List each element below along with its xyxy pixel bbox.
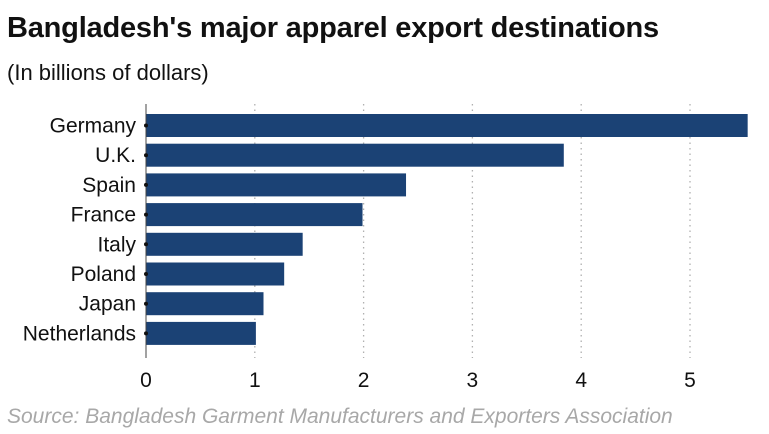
bar — [146, 173, 407, 197]
y-axis — [144, 104, 148, 358]
y-tick-mark — [144, 331, 148, 336]
bars — [146, 114, 748, 345]
x-tick-label: 4 — [575, 369, 587, 392]
y-tick-mark — [144, 272, 148, 276]
category-label: Germany — [50, 115, 137, 138]
gridlines — [254, 104, 691, 358]
y-tick-mark — [144, 301, 148, 306]
category-label: Poland — [71, 263, 136, 286]
x-tick-label: 0 — [140, 369, 152, 392]
bar — [146, 143, 564, 167]
y-tick-mark — [144, 123, 148, 128]
bar — [146, 292, 264, 316]
category-label: Italy — [97, 233, 136, 256]
category-label: U.K. — [95, 144, 136, 167]
x-tick-label: 5 — [684, 369, 696, 392]
y-tick-mark — [144, 182, 148, 187]
y-tick-mark — [144, 242, 148, 247]
category-label: Netherlands — [23, 322, 136, 345]
x-tick-label: 2 — [358, 369, 370, 392]
bar — [146, 232, 303, 256]
x-tick-labels: 0 1 2 3 4 5 — [140, 369, 696, 392]
chart-title: Bangladesh's major apparel export destin… — [7, 12, 659, 44]
bar — [146, 114, 748, 137]
x-tick-label: 3 — [467, 369, 479, 392]
y-tick-mark — [144, 212, 148, 217]
bar — [146, 321, 256, 345]
bar — [146, 203, 363, 227]
x-tick-label: 1 — [249, 369, 261, 392]
category-labels: Germany U.K. Spain France Italy Poland Japan Ne… — [23, 115, 137, 346]
category-label: Spain — [82, 174, 136, 197]
chart-source: Source: Bangladesh Garment Manufacturers… — [7, 405, 673, 428]
category-label: Japan — [79, 293, 136, 316]
y-tick-mark — [144, 153, 148, 158]
category-label: France — [71, 204, 136, 227]
bar — [146, 262, 285, 286]
chart-subtitle: (In billions of dollars) — [7, 60, 209, 85]
